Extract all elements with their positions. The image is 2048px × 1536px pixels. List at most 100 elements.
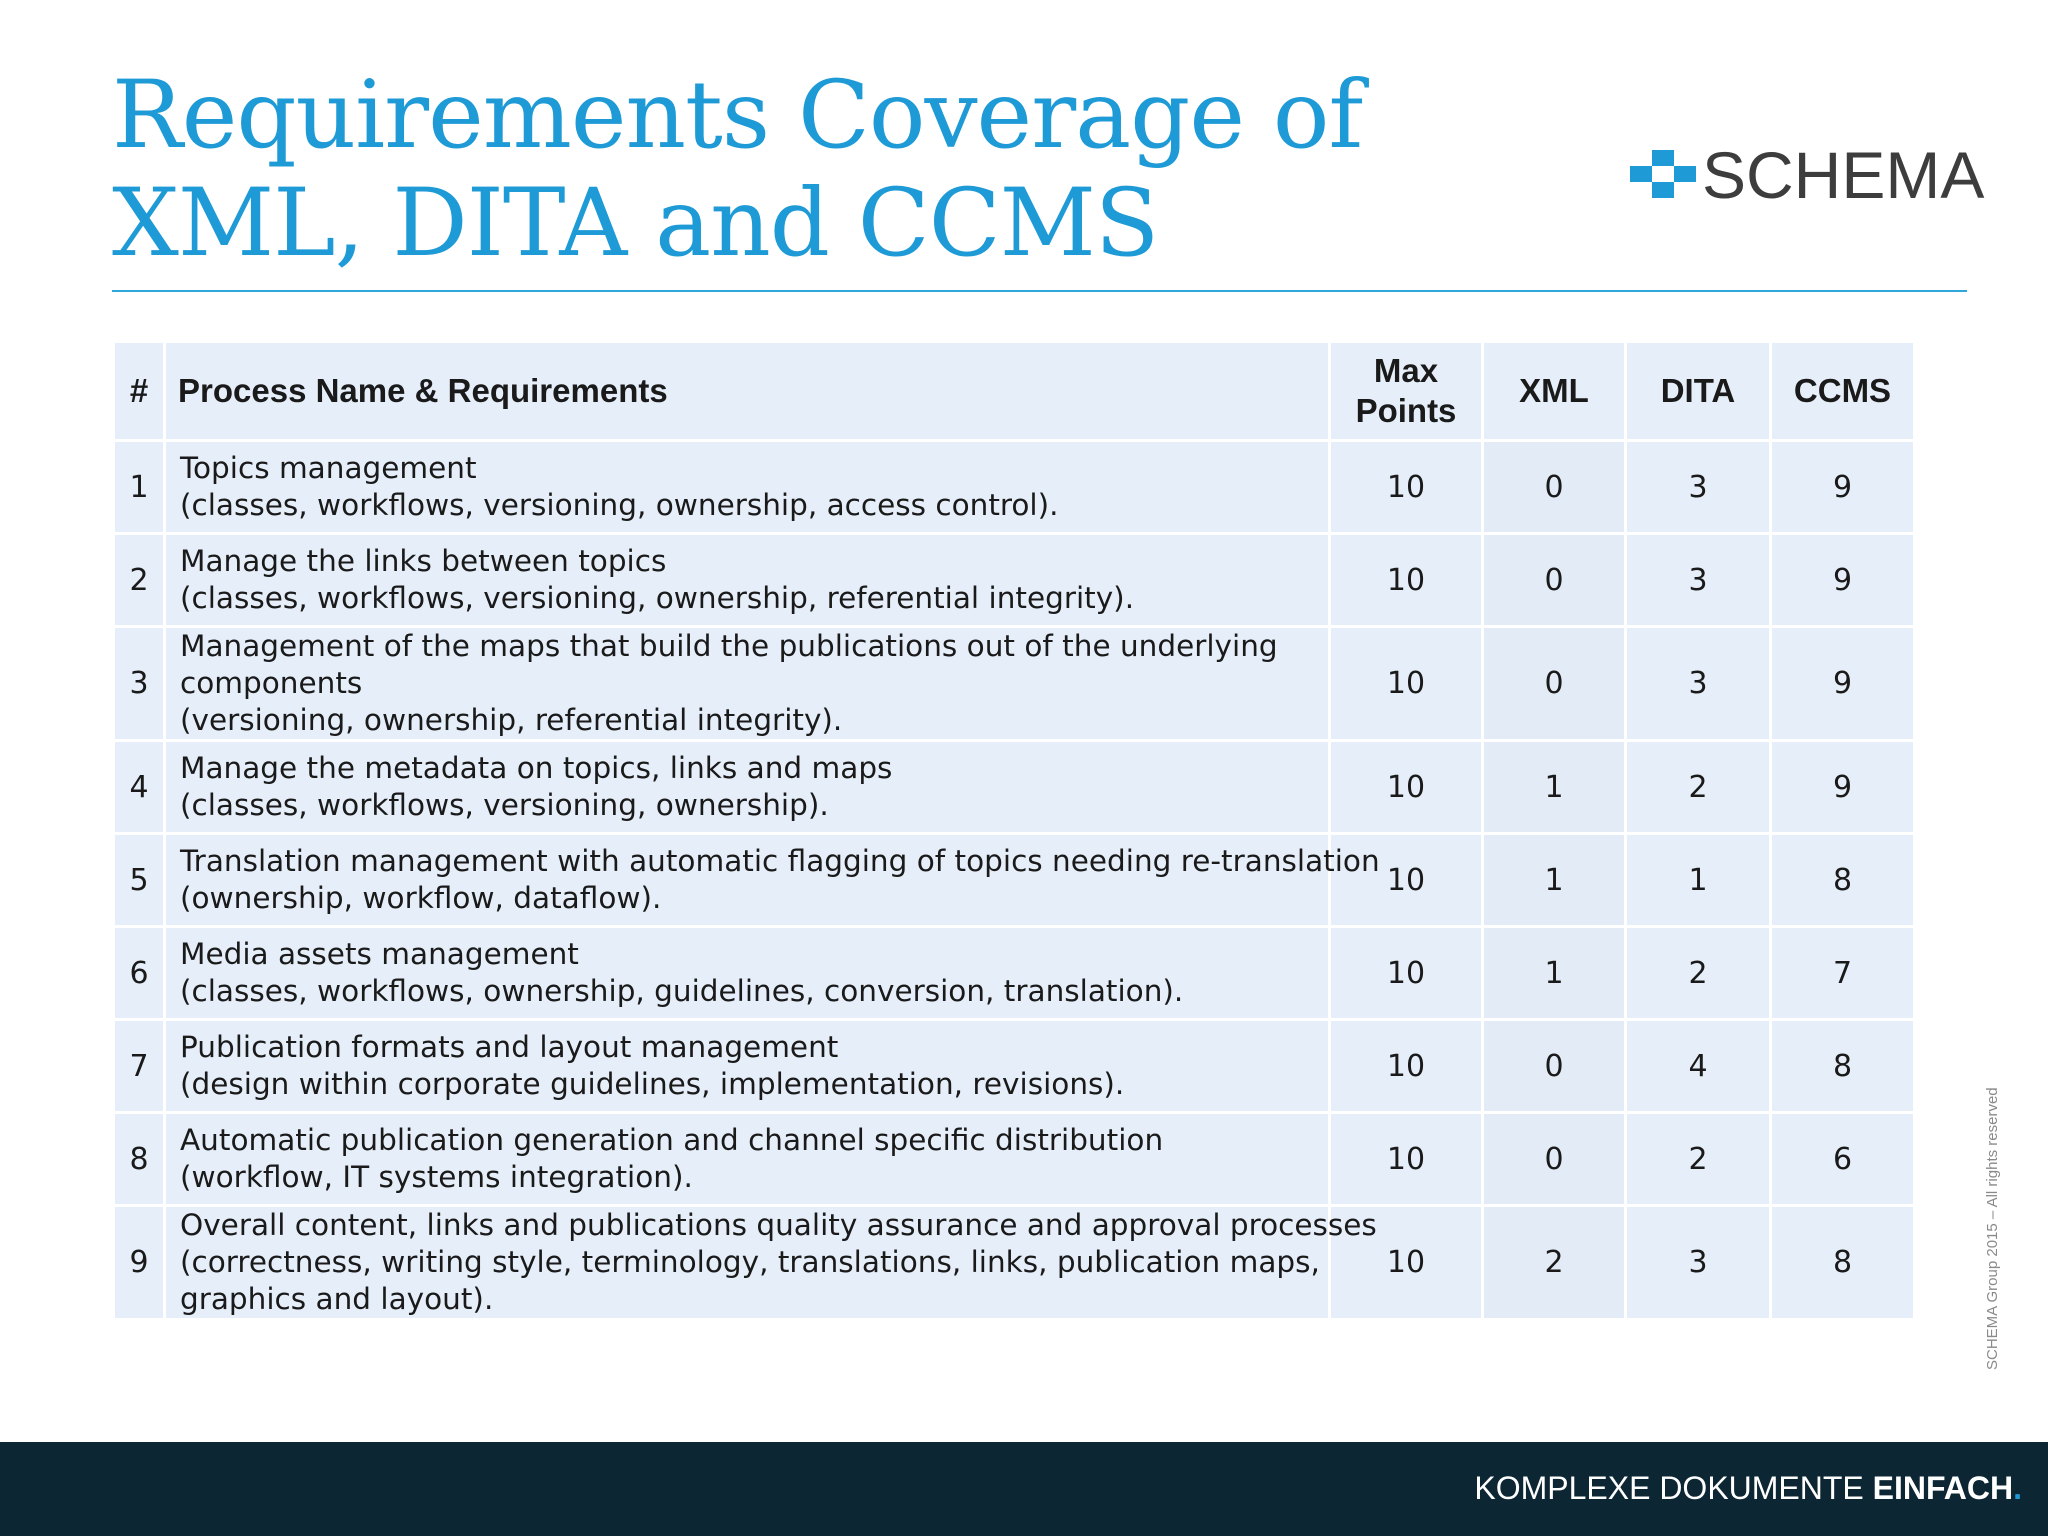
footer-slogan: KOMPLEXE DOKUMENTE EINFACH.	[1474, 1468, 2022, 1508]
row-ccms-score: 7	[1772, 928, 1913, 1018]
row-xml-score: 2	[1484, 1207, 1624, 1318]
row-process-line: Manage the metadata on topics, links and…	[180, 751, 893, 785]
row-dita-score: 1	[1627, 835, 1769, 925]
copyright-notice: SCHEMA Group 2015 – All rights reserved	[1984, 1087, 2001, 1370]
slide-title-line-1: Requirements Coverage of	[112, 61, 1363, 170]
row-process-line: Management of the maps that build the pu…	[180, 629, 1278, 663]
row-process-line: (ownership, workflow, dataflow).	[180, 881, 662, 915]
row-ccms-score: 9	[1772, 628, 1913, 739]
row-ccms-score: 8	[1772, 1021, 1913, 1111]
row-ccms-score: 8	[1772, 1207, 1913, 1318]
header-num: #	[115, 343, 163, 439]
header-process-name: Process Name & Requirements	[166, 343, 1328, 439]
row-max-points: 10	[1331, 742, 1481, 832]
row-dita-score: 4	[1627, 1021, 1769, 1111]
row-max-points: 10	[1331, 835, 1481, 925]
row-max-points: 10	[1331, 535, 1481, 625]
row-ccms-score: 9	[1772, 442, 1913, 532]
table-row: 2 Manage the links between topics (classes…	[115, 535, 1913, 625]
row-xml-score: 1	[1484, 835, 1624, 925]
logo-wordmark: SCHEMA	[1702, 138, 1985, 212]
table-body: 1 Topics management (classes, workflows, v…	[115, 442, 1913, 1318]
row-max-points: 10	[1331, 442, 1481, 532]
row-process-line: (classes, workflows, versioning, ownersh…	[180, 488, 1059, 522]
table-row: 7 Publication formats and layout manageme…	[115, 1021, 1913, 1111]
row-xml-score: 0	[1484, 535, 1624, 625]
row-ccms-score: 9	[1772, 742, 1913, 832]
header-ccms: CCMS	[1772, 343, 1913, 439]
row-process-name: Manage the metadata on topics, links and…	[166, 742, 1328, 832]
table-row: 6 Media assets management (classes, workfl…	[115, 928, 1913, 1018]
title-divider	[112, 290, 1967, 292]
row-ccms-score: 6	[1772, 1114, 1913, 1204]
row-process-name: Translation management with automatic fl…	[166, 835, 1380, 925]
row-process-line: Media assets management	[180, 937, 579, 971]
row-xml-score: 0	[1484, 1114, 1624, 1204]
row-xml-score: 0	[1484, 1021, 1624, 1111]
row-xml-score: 1	[1484, 928, 1624, 1018]
footer-slogan-bold: EINFACH	[1872, 1470, 2014, 1506]
row-process-name: Publication formats and layout managemen…	[166, 1021, 1328, 1111]
table-row: 3 Management of the maps that build the p…	[115, 628, 1913, 739]
row-process-line: graphics and layout).	[180, 1282, 494, 1316]
row-process-line: Manage the links between topics	[180, 544, 667, 578]
header-dita: DITA	[1627, 343, 1769, 439]
row-process-line: (classes, workflows, ownership, guidelin…	[180, 974, 1184, 1008]
row-process-line: Publication formats and layout managemen…	[180, 1030, 839, 1064]
row-number: 4	[115, 742, 163, 832]
row-process-name: Media assets management (classes, workflo…	[166, 928, 1328, 1018]
row-process-line: (design within corporate guidelines, imp…	[180, 1067, 1125, 1101]
row-xml-score: 1	[1484, 742, 1624, 832]
footer-slogan-dot: .	[2013, 1470, 2022, 1506]
slide-title-line-2: XML, DITA and CCMS	[112, 169, 1159, 278]
row-xml-score: 0	[1484, 442, 1624, 532]
row-process-line: Topics management	[180, 451, 477, 485]
row-process-line: (classes, workflows, versioning, ownersh…	[180, 581, 1135, 615]
footer-bar: KOMPLEXE DOKUMENTE EINFACH.	[0, 1442, 2048, 1536]
row-process-line: Translation management with automatic fl…	[180, 844, 1380, 878]
row-process-line: (workflow, IT systems integration).	[180, 1160, 693, 1194]
row-ccms-score: 9	[1772, 535, 1913, 625]
header-xml: XML	[1484, 343, 1624, 439]
requirements-table: # Process Name & Requirements Max Points…	[112, 340, 1916, 1321]
row-process-line: components	[180, 666, 363, 700]
table-row: 1 Topics management (classes, workflows, v…	[115, 442, 1913, 532]
row-max-points: 10	[1331, 1021, 1481, 1111]
row-dita-score: 3	[1627, 628, 1769, 739]
row-max-points: 10	[1331, 1114, 1481, 1204]
row-process-name: Overall content, links and publications …	[166, 1207, 1377, 1318]
row-process-line: Automatic publication generation and cha…	[180, 1123, 1164, 1157]
row-process-name: Manage the links between topics (classes,…	[166, 535, 1328, 625]
schema-logo: SCHEMA	[1630, 140, 1984, 210]
table-row: 8 Automatic publication generation and ch…	[115, 1114, 1913, 1204]
schema-squares-icon	[1630, 150, 1696, 198]
row-xml-score: 0	[1484, 628, 1624, 739]
table-row: 4 Manage the metadata on topics, links an…	[115, 742, 1913, 832]
row-number: 6	[115, 928, 163, 1018]
slide-title: Requirements Coverage of XML, DITA and C…	[112, 62, 1512, 278]
table-row: 9 Overall content, links and publications…	[115, 1207, 1913, 1318]
header-max-line1: Max	[1373, 352, 1439, 389]
row-process-line: Overall content, links and publications …	[180, 1208, 1377, 1242]
table-header-row: # Process Name & Requirements Max Points…	[115, 343, 1913, 439]
header-max-line2: Points	[1355, 392, 1457, 429]
row-max-points: 10	[1331, 628, 1481, 739]
row-number: 8	[115, 1114, 163, 1204]
row-process-name: Management of the maps that build the pu…	[166, 628, 1328, 739]
table-row: 5 Translation management with automatic f…	[115, 835, 1913, 925]
footer-slogan-light: KOMPLEXE DOKUMENTE	[1474, 1470, 1873, 1506]
row-number: 9	[115, 1207, 163, 1318]
row-process-line: (correctness, writing style, terminology…	[180, 1245, 1320, 1279]
row-process-name: Topics management (classes, workflows, ve…	[166, 442, 1328, 532]
row-max-points: 10	[1331, 1207, 1481, 1318]
row-number: 1	[115, 442, 163, 532]
row-number: 2	[115, 535, 163, 625]
row-ccms-score: 8	[1772, 835, 1913, 925]
header-max-points: Max Points	[1331, 343, 1481, 439]
row-dita-score: 3	[1627, 535, 1769, 625]
row-number: 3	[115, 628, 163, 739]
row-dita-score: 2	[1627, 928, 1769, 1018]
row-process-name: Automatic publication generation and cha…	[166, 1114, 1328, 1204]
row-number: 7	[115, 1021, 163, 1111]
row-dita-score: 3	[1627, 1207, 1769, 1318]
